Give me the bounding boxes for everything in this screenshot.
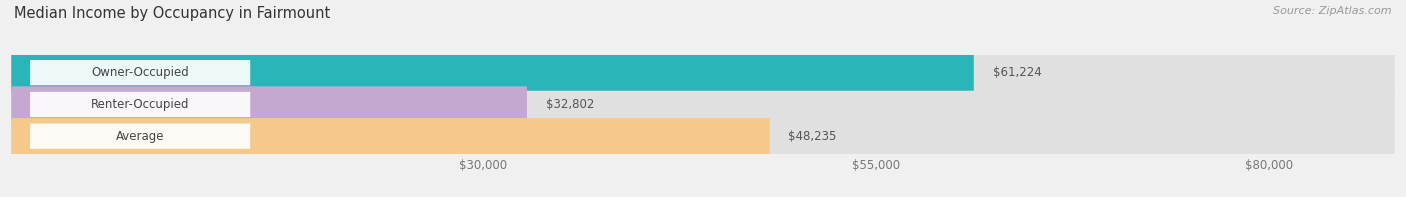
FancyBboxPatch shape [30,92,250,117]
FancyBboxPatch shape [30,124,250,149]
FancyBboxPatch shape [11,55,974,91]
Text: $48,235: $48,235 [789,130,837,143]
Text: $61,224: $61,224 [993,66,1042,79]
Text: Renter-Occupied: Renter-Occupied [91,98,190,111]
FancyBboxPatch shape [11,86,527,123]
FancyBboxPatch shape [11,118,769,154]
Text: Median Income by Occupancy in Fairmount: Median Income by Occupancy in Fairmount [14,6,330,21]
Text: $32,802: $32,802 [546,98,595,111]
FancyBboxPatch shape [11,86,1395,123]
Text: Owner-Occupied: Owner-Occupied [91,66,188,79]
FancyBboxPatch shape [30,60,250,85]
Text: Average: Average [115,130,165,143]
Text: Source: ZipAtlas.com: Source: ZipAtlas.com [1274,6,1392,16]
FancyBboxPatch shape [11,55,1395,91]
FancyBboxPatch shape [11,118,1395,154]
